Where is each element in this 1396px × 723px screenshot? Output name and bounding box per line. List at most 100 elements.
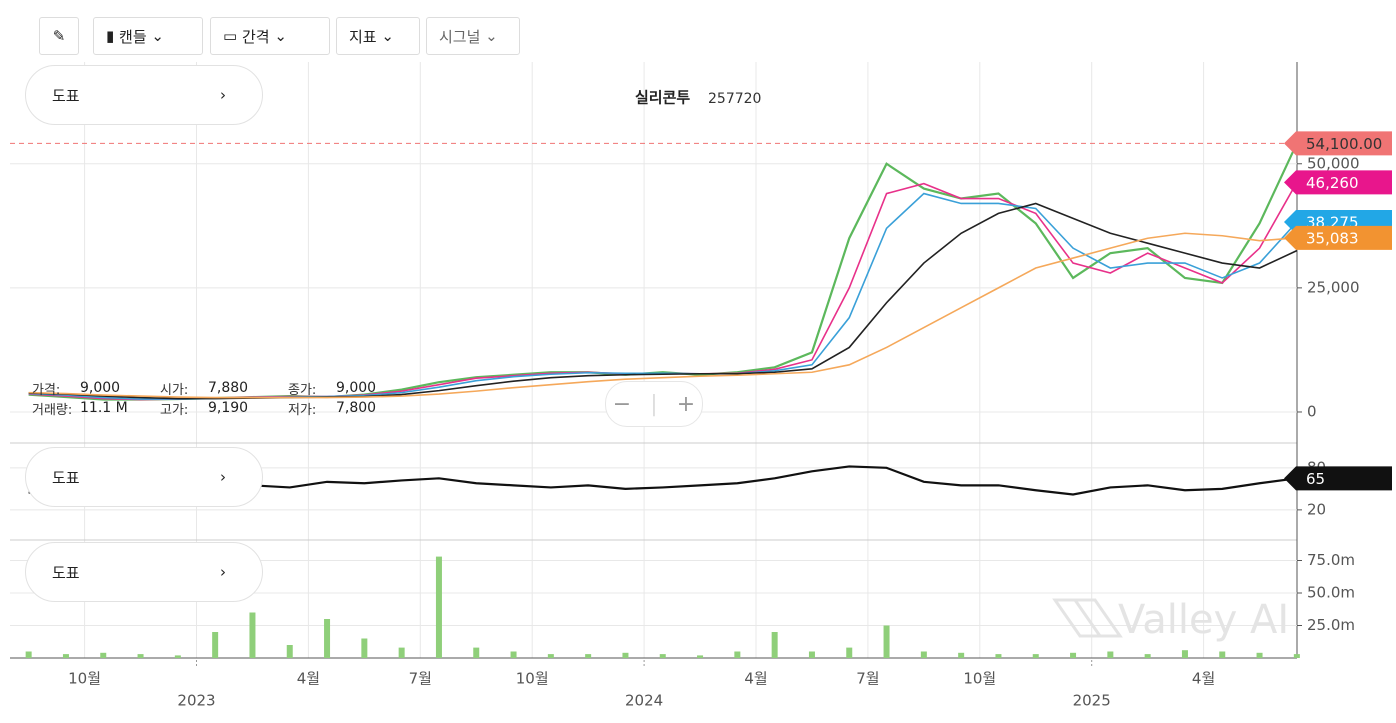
info-row: 가격: 9,000 시가: 7,880 종가: 9,000: [32, 378, 416, 398]
info-value: 9,190: [208, 400, 249, 416]
volume-bar: [1181, 650, 1188, 658]
y-tick-label: 25,000: [1307, 278, 1360, 296]
volume-bar: [1219, 651, 1226, 658]
y-tick-label: 50,000: [1307, 154, 1360, 172]
price-marker: [1284, 466, 1392, 491]
candle-button[interactable]: ▮ 캔들 ⌄: [93, 17, 203, 55]
volume-bar: [547, 654, 554, 658]
info-key: 가격:: [32, 382, 61, 398]
info-value: 7,880: [208, 380, 249, 396]
volume-bar: [286, 645, 293, 658]
price-marker: [1284, 131, 1392, 156]
volume-bar: [846, 647, 853, 658]
ohlc-info: 가격: 9,000 시가: 7,880 종가: 9,000 거래량: 11.1 M 고가: 9,1…: [32, 378, 416, 418]
volume-bar: [62, 654, 69, 658]
series-line: [28, 232, 1297, 399]
panel-button[interactable]: 도표 ›: [25, 447, 263, 507]
price-marker-label: 65: [1306, 470, 1325, 488]
volume-bar: [212, 632, 219, 658]
zoom-out[interactable]: −: [612, 391, 632, 417]
zoom-in[interactable]: +: [676, 391, 696, 417]
panel-label: 도표: [52, 468, 80, 487]
volume-bar: [324, 619, 331, 658]
volume-bar: [659, 654, 666, 658]
info-row: 거래량: 11.1 M 고가: 9,190 저가: 7,800: [32, 398, 416, 418]
info-value: 7,800: [336, 400, 377, 416]
chart-title: 실리콘투: [635, 89, 690, 107]
price-marker: [1284, 225, 1392, 250]
y-tick-label: 20: [1307, 500, 1326, 518]
zoom-control: − | +: [605, 381, 703, 427]
info-value: 9,000: [80, 380, 121, 396]
y-tick-label: 75.0m: [1307, 551, 1355, 569]
info-value: 11.1 M: [80, 400, 128, 416]
price-marker-label: 35,083: [1306, 229, 1359, 247]
info-key: 시가:: [160, 382, 189, 398]
volume-bar: [361, 638, 368, 658]
button-label: 시그널: [439, 27, 481, 46]
volume-bar: [883, 625, 890, 658]
volume-bar: [510, 651, 517, 658]
x-tick-label: 2023: [177, 692, 215, 710]
volume-bar: [174, 655, 181, 658]
volume-bar: [808, 651, 815, 658]
volume-bar: [585, 654, 592, 658]
info-key: 종가:: [288, 382, 317, 398]
volume-bar: [249, 612, 256, 658]
volume-bar: [622, 652, 629, 658]
volume-bar: [137, 654, 144, 658]
y-tick-label: 50.0m: [1307, 584, 1355, 602]
x-tick-label: 10월: [516, 670, 549, 688]
volume-bar: [920, 651, 927, 658]
x-tick-label: 4월: [744, 670, 767, 688]
volume-bar: [25, 651, 32, 658]
info-key: 거래량:: [32, 402, 73, 418]
volume-bar: [697, 655, 704, 658]
watermark-logo: [1052, 598, 1123, 638]
button-label: 간격: [241, 27, 270, 46]
x-tick-label: 7월: [409, 670, 432, 688]
price-marker-label: 46,260: [1306, 174, 1359, 192]
price-marker: [1284, 170, 1392, 195]
volume-bar: [398, 647, 405, 658]
draw-button[interactable]: ✎: [39, 17, 79, 55]
volume-bar: [1070, 652, 1077, 658]
volume-bar: [1293, 654, 1300, 658]
volume-bar: [771, 632, 778, 658]
x-tick-label: 4월: [297, 670, 320, 688]
button-label: 지표: [349, 27, 377, 46]
chart-subtitle: 257720: [708, 91, 761, 107]
volume-bar: [435, 556, 442, 658]
panel-button[interactable]: 도표 ›: [25, 542, 263, 602]
volume-bar: [1256, 652, 1263, 658]
volume-bar: [1107, 651, 1114, 658]
button-label: 캔들: [119, 27, 147, 46]
x-tick-label: 7월: [856, 670, 879, 688]
interval-button[interactable]: ▭ 간격 ⌄: [210, 17, 330, 55]
volume-bar: [734, 651, 741, 658]
info-key: 저가:: [288, 402, 317, 418]
price-marker-label: 54,100.00: [1306, 135, 1382, 153]
x-tick-label: 2024: [625, 692, 663, 710]
x-tick-label: 4월: [1192, 670, 1215, 688]
volume-bar: [1032, 654, 1039, 658]
indicator-button[interactable]: 지표 ⌄: [336, 17, 420, 55]
info-value: 9,000: [336, 380, 377, 396]
watermark: Valley AI: [1118, 597, 1289, 643]
x-tick-label: 10월: [963, 670, 996, 688]
panel-label: 도표: [52, 563, 80, 582]
x-tick-label: 10월: [68, 670, 101, 688]
volume-bar: [100, 652, 107, 658]
volume-bar: [995, 654, 1002, 658]
x-tick-label: 2025: [1073, 692, 1111, 710]
y-tick-label: 0: [1307, 402, 1317, 420]
volume-bar: [958, 652, 965, 658]
signal-button[interactable]: 시그널 ⌄: [426, 17, 520, 55]
volume-bar: [473, 647, 480, 658]
panel-button[interactable]: 도표 ›: [25, 65, 263, 125]
panel-label: 도표: [52, 86, 80, 105]
y-tick-label: 25.0m: [1307, 616, 1355, 634]
info-key: 고가:: [160, 402, 189, 418]
volume-bar: [1144, 654, 1151, 658]
